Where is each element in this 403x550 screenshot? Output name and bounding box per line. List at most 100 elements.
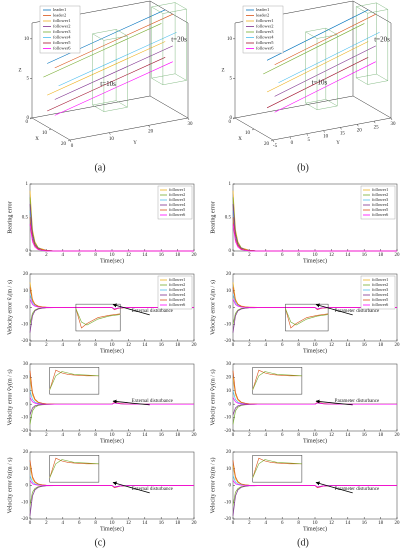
x-axis-label: X — [238, 137, 242, 142]
x-axis-label: Time(sec) — [100, 437, 124, 444]
x-tick-label: 18 — [175, 253, 181, 258]
legend-label: leader2 — [53, 13, 66, 18]
legend-label: follower2 — [372, 282, 388, 287]
y-tick-label: 25 — [374, 125, 380, 130]
x-axis-label: Time(sec) — [100, 525, 124, 532]
trajectory — [43, 23, 162, 78]
legend-label: follower2 — [169, 282, 185, 287]
x-tick-label: 4 — [62, 433, 65, 438]
y-tick-label: 0.5 — [225, 216, 232, 221]
formation-cube — [103, 107, 128, 112]
legend-label: follower3 — [53, 29, 71, 34]
y-axis-label: Velocity error ṽₓ(m / s) — [6, 280, 13, 335]
inset-line — [285, 308, 329, 329]
formation-cube — [325, 99, 338, 107]
x-tick-label: 6 — [78, 253, 81, 258]
y-axis-label: Velocity error ṽy(m / s) — [6, 369, 13, 425]
time-annotation: t=20s — [374, 35, 390, 43]
legend-label: follower5 — [53, 40, 71, 45]
formation-cube — [92, 104, 105, 112]
x-axis-label: Time(sec) — [303, 525, 327, 532]
x-axis-label: Time(sec) — [303, 437, 327, 444]
x-tick-label: 8 — [94, 521, 97, 526]
x-axis-label: X — [35, 137, 39, 142]
x-tick — [270, 139, 274, 142]
y-tick-label: 1 — [26, 182, 29, 187]
formation-cube — [151, 2, 176, 8]
formation-cube — [162, 8, 187, 14]
x-tick-label: 0 — [29, 253, 32, 258]
legend-label: follower3 — [256, 29, 274, 34]
y-tick — [289, 136, 292, 139]
inset-line — [49, 459, 99, 479]
x-tick-label: 16 — [362, 253, 368, 258]
x-tick-label: 0 — [232, 343, 235, 348]
x-axis-label: Time(sec) — [100, 257, 124, 264]
series-line — [232, 298, 397, 310]
formation-cube — [174, 2, 187, 10]
series-line — [232, 397, 397, 405]
y-axis — [272, 117, 392, 141]
caption: (d) — [297, 537, 309, 548]
inset-line — [252, 369, 302, 391]
inset-line — [49, 457, 99, 479]
y-tick — [357, 124, 359, 127]
x-tick-label: 18 — [378, 433, 384, 438]
formation-cube — [151, 73, 176, 79]
y-tick-label: 20 — [148, 129, 154, 134]
formation-cube — [325, 27, 338, 35]
pane-edge — [31, 95, 151, 119]
x-tick-label: 6 — [281, 521, 284, 526]
x-tick-label: 6 — [281, 253, 284, 258]
x-tick-label: 10 — [110, 521, 116, 526]
inset-line — [285, 308, 329, 326]
y-axis-label: Velocity error ṽₓ(m / s) — [209, 280, 216, 335]
z-axis-label: Z — [221, 69, 224, 74]
x-tick-label: 16 — [159, 253, 165, 258]
x-tick-label: 10 — [110, 253, 116, 258]
y-tick-label: 0 — [229, 484, 232, 489]
formation-cube — [376, 73, 388, 81]
x-tick-label: 4 — [62, 521, 65, 526]
y-tick-label: 30 — [226, 362, 232, 367]
series-line — [29, 460, 194, 489]
y-tick-label: 0 — [26, 484, 29, 489]
x-tick-label: 12 — [329, 433, 335, 438]
formation-cube — [92, 29, 117, 34]
x-tick-label: 2 — [45, 343, 48, 348]
x-tick-label: 20 — [264, 142, 270, 147]
x-tick-label: 4 — [265, 343, 268, 348]
y-tick-label: -20 — [224, 339, 231, 344]
x-tick-label: 20 — [192, 521, 198, 526]
x-tick — [251, 128, 255, 131]
formation-cube — [305, 99, 326, 104]
x-tick-label: 2 — [45, 521, 48, 526]
y-tick — [340, 127, 342, 130]
x-tick-label: 0 — [29, 343, 32, 348]
y-tick-label: 0 — [229, 306, 232, 311]
y-tick — [69, 139, 72, 143]
series-line — [232, 402, 397, 425]
x-tick-label: 16 — [362, 521, 368, 526]
x-tick-label: 0 — [29, 433, 32, 438]
formation-cube — [92, 33, 105, 41]
y-tick-label: 20 — [23, 450, 29, 455]
caption: (c) — [94, 537, 105, 548]
x-tick-label: 20 — [395, 343, 401, 348]
y-tick-label: 10 — [23, 467, 29, 472]
trajectory — [54, 45, 173, 100]
annotation-arrow — [112, 303, 150, 316]
x-tick-label: 18 — [175, 433, 181, 438]
trajectory — [54, 13, 173, 69]
x-tick-label: 10 — [313, 521, 319, 526]
annotation-arrow — [315, 399, 353, 406]
legend-label: follower5 — [169, 297, 185, 302]
formation-cube — [305, 27, 326, 33]
x-tick-label: 4 — [265, 433, 268, 438]
legend-box — [360, 185, 396, 220]
series-line — [232, 402, 397, 416]
formation-cube — [316, 34, 338, 39]
legend-label: follower4 — [256, 35, 274, 40]
y-tick-label: 0 — [26, 306, 29, 311]
y-tick — [272, 139, 275, 143]
